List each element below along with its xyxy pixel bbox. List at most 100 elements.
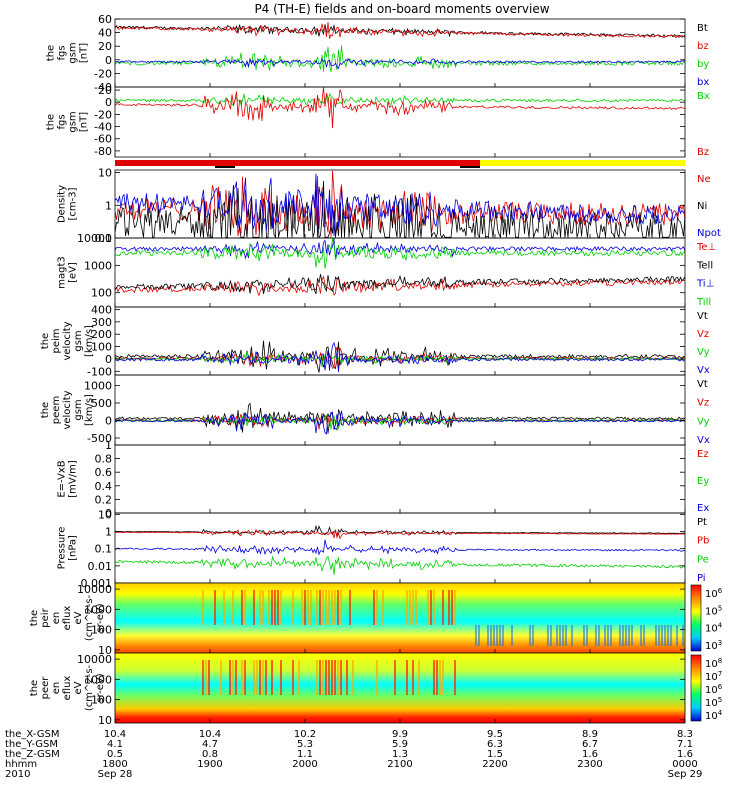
x-tick-value: 2000: [292, 759, 317, 770]
legend-Vz: Vz: [697, 398, 709, 409]
heatmap-stripe: [571, 625, 573, 646]
x-tick-value: 4.7: [202, 739, 218, 750]
panel-peem_velocity: 1000 500 0 -500 thepeemvelocitygsm[km/s] Vt Vz…: [40, 374, 710, 446]
heatmap-stripe: [433, 660, 435, 695]
heatmap-stripe: [442, 590, 444, 625]
y-tick-label: 400: [91, 303, 112, 316]
heatmap-stripe: [280, 660, 282, 695]
series-line-peem_velocity-2: [114, 412, 686, 430]
y-axis-label-line: (cm^2-s-: [84, 594, 95, 641]
heatmap-stripe: [307, 590, 309, 625]
y-tick-label: -500: [87, 432, 112, 445]
heatmap-stripe: [340, 590, 342, 625]
y-axis-label-line: gsm: [73, 330, 84, 351]
heatmap-stripe: [640, 625, 642, 646]
y-axis-label-line: the: [29, 610, 40, 626]
y-tick-label: 0: [105, 54, 112, 67]
heatmap-stripe: [454, 660, 456, 695]
heatmap-stripe: [658, 625, 660, 646]
y-tick-label: 1000: [84, 603, 112, 616]
y-axis-label: thefgsgsm[nT]: [46, 42, 90, 63]
heatmap-stripe: [667, 625, 669, 646]
heatmap-stripe: [271, 590, 273, 625]
heatmap-stripe: [334, 590, 336, 625]
colorbar-label-exp: 7: [718, 670, 722, 678]
colorbar-label-base: 10: [705, 659, 718, 670]
heatmap-stripe: [619, 625, 621, 646]
series-line-peim_velocity-0: [114, 340, 686, 373]
colorbar-label: 105: [705, 696, 722, 709]
heatmap-stripe: [433, 590, 435, 625]
x-row-label: 2010: [5, 769, 30, 780]
heatmap-stripe: [244, 590, 246, 625]
y-tick-label: 0.6: [95, 466, 113, 479]
legend-bz: bz: [697, 41, 709, 52]
legend-Npot: Npot: [697, 228, 721, 239]
y-axis-label: Density[cm-3]: [57, 185, 79, 223]
colorbar-label: 107: [705, 670, 722, 683]
heatmap-stripe: [280, 590, 282, 625]
y-tick-label: -80: [94, 145, 112, 158]
legend-Pt: Pt: [697, 517, 707, 528]
heatmap-stripe: [337, 660, 339, 695]
y-axis-label-line: peer: [40, 676, 51, 700]
y-axis-label-line: [eV]: [68, 262, 79, 283]
heatmap-stripe: [202, 590, 204, 625]
x-tick-value: 1800: [102, 759, 127, 770]
series-line-peem_velocity-0: [114, 402, 686, 434]
colorbar-label-exp: 6: [718, 587, 723, 595]
y-tick-label: -40: [94, 121, 112, 134]
legend-Pb: Pb: [697, 536, 709, 547]
heatmap-stripe: [235, 660, 237, 695]
legend-Till: Till: [696, 297, 711, 308]
heatmap-stripe: [670, 625, 672, 646]
heatmap-stripe: [643, 625, 645, 646]
heatmap-stripe: [373, 590, 375, 625]
x-tick-value: 6.3: [487, 739, 503, 750]
x-tick-value: 1.6: [582, 749, 598, 760]
series-line-fgs_gsm-3: [114, 57, 686, 70]
colorbar-label-exp: 5: [718, 696, 722, 704]
y-tick-label: 100: [91, 287, 112, 300]
heatmap-stripe: [319, 590, 321, 625]
y-axis-label-line: Pressure: [57, 527, 68, 570]
y-axis-label-line: gsm: [68, 111, 79, 132]
x-row-label: the_X-GSM: [5, 729, 59, 740]
y-tick-label: 1: [105, 439, 112, 452]
series-line-density-2: [114, 173, 686, 238]
heatmap-stripe: [259, 590, 261, 625]
x-tick-value: 1.1: [297, 749, 313, 760]
x-tick-value: 4.1: [107, 739, 123, 750]
y-axis-label-line: peim: [51, 328, 62, 353]
heatmap-stripe: [331, 590, 333, 625]
colorbar-label-exp: 4: [718, 709, 723, 717]
x-row-label: the_Z-GSM: [5, 749, 60, 760]
y-axis-label-line: velocity: [62, 321, 73, 360]
plot-title: P4 (TH-E) fields and on-board moments ov…: [254, 2, 549, 16]
y-axis-label-line: the: [40, 333, 51, 349]
y-axis-label-line: [km/s]: [84, 394, 95, 426]
heatmap-stripe: [241, 590, 243, 625]
heatmap-stripe: [562, 625, 564, 646]
y-axis-label-line: eflux: [62, 676, 73, 701]
heatmap-stripe: [565, 625, 567, 646]
heatmap-stripe: [415, 590, 417, 625]
heatmap-stripe: [331, 660, 333, 695]
x-tick-value: 2100: [387, 759, 412, 770]
legend-Ey: Ey: [697, 476, 709, 487]
heatmap-stripe: [439, 660, 441, 695]
y-tick-label: 300: [91, 316, 112, 329]
panel-temperature: 10000 1000 100 magt3[eV] Te⊥ Tell Ti⊥ Till: [57, 232, 717, 308]
y-axis-label-line: eflux: [62, 606, 73, 631]
x-tick-value: 8.9: [582, 729, 598, 740]
legend-Pe: Pe: [697, 554, 709, 565]
colorbar-label: 105: [705, 604, 722, 617]
heatmap-stripe: [322, 590, 324, 625]
heatmap-stripe: [232, 590, 234, 625]
mode-bar: [115, 160, 685, 168]
y-axis-label: magt3[eV]: [57, 256, 79, 289]
heatmap-stripe: [253, 590, 255, 625]
series-line-fgs_gsm-1: [114, 22, 686, 39]
